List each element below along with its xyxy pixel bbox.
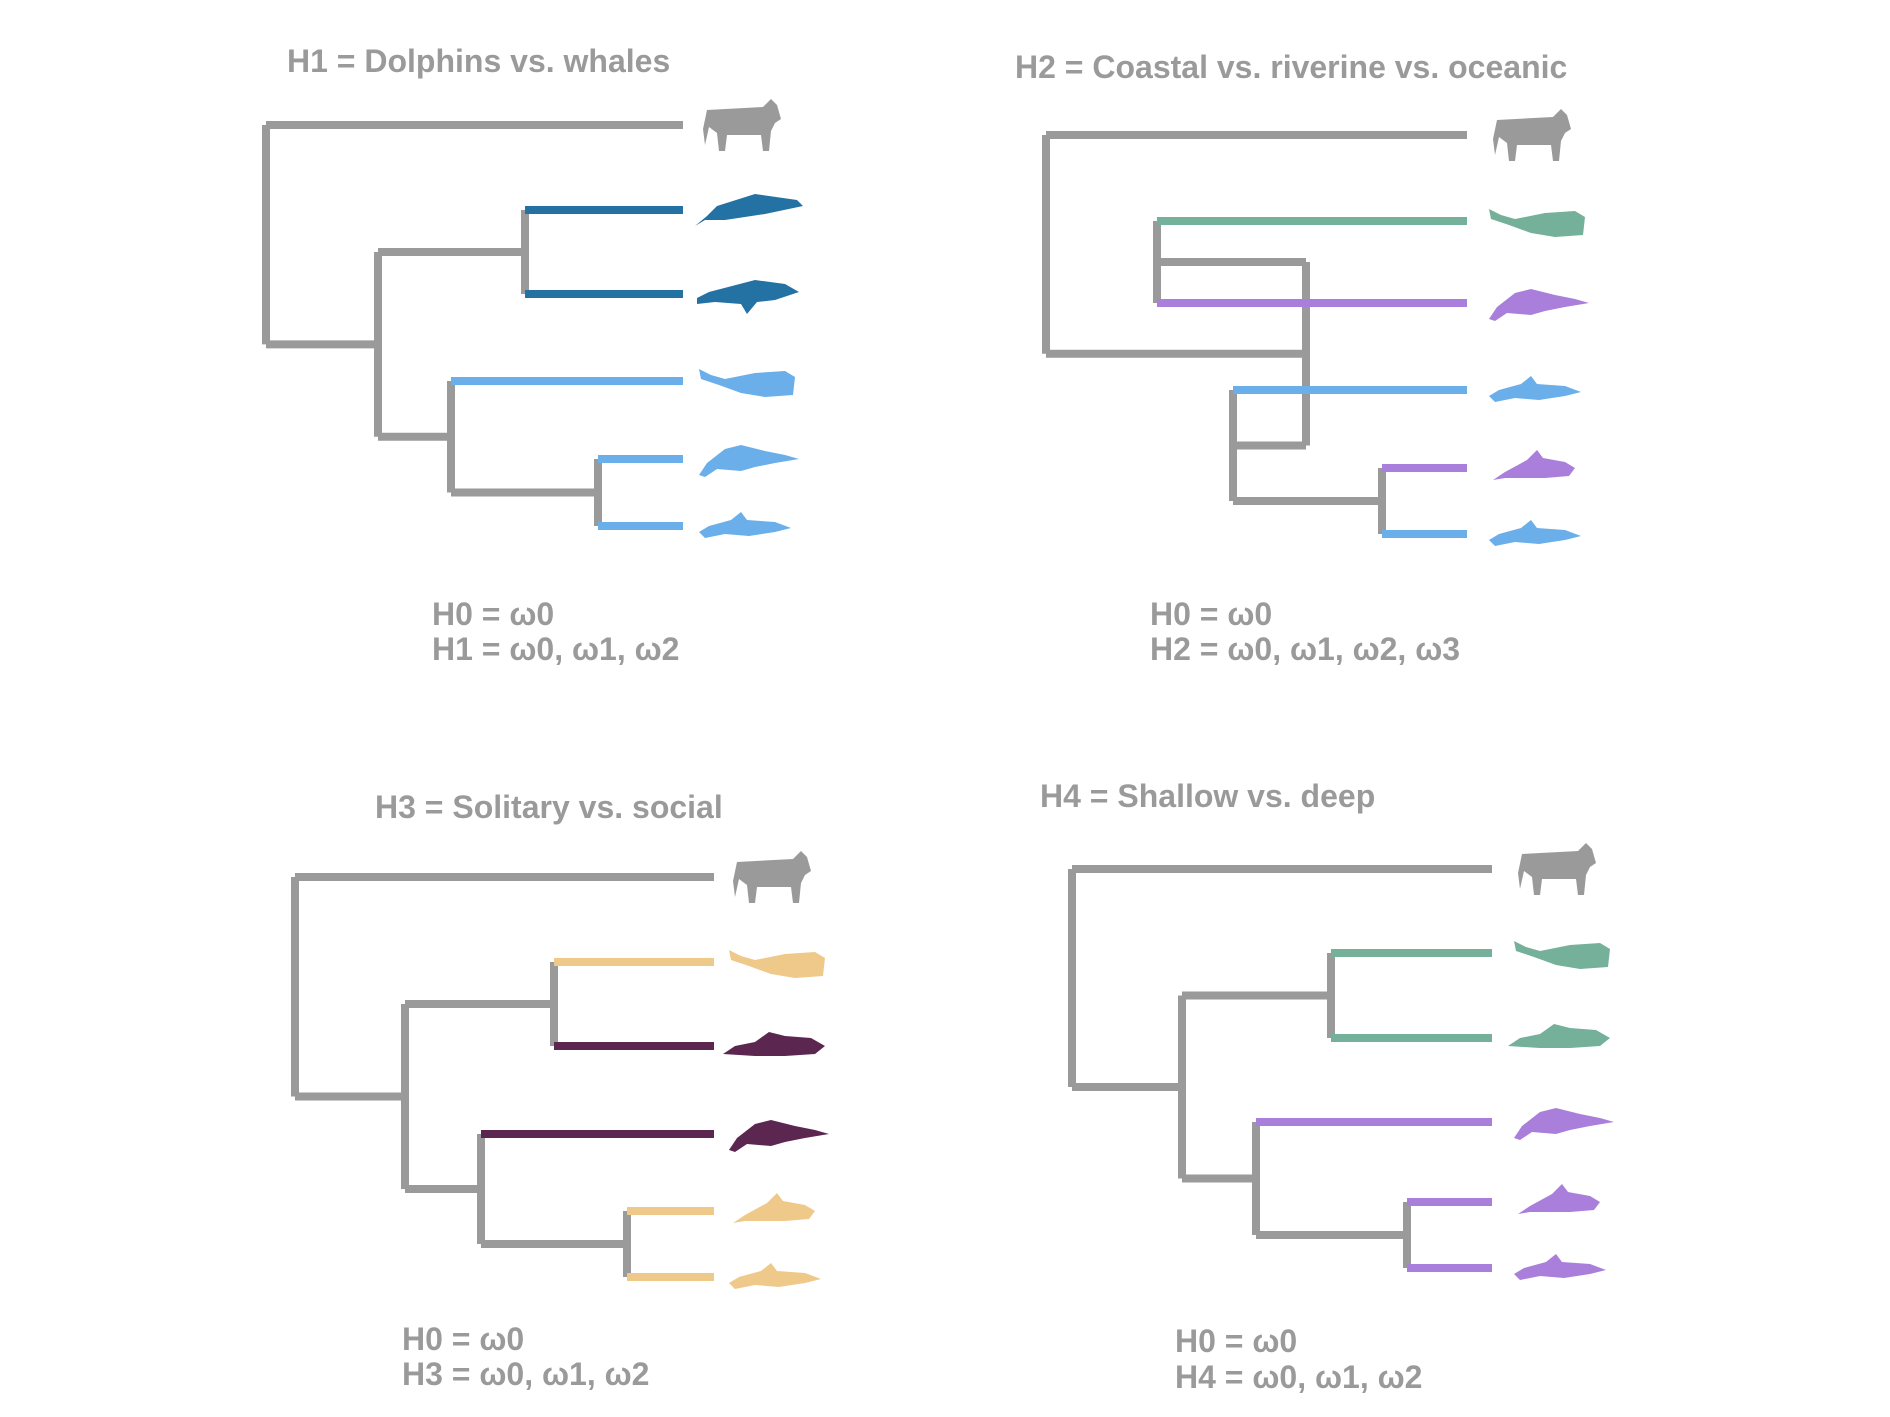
beaked-whale-icon	[1508, 1024, 1610, 1048]
panel-3-null-hypothesis: H0 = ω0	[402, 1321, 524, 1357]
dolphin-icon	[699, 512, 791, 538]
dolphin-icon	[1489, 376, 1581, 402]
sperm-whale-icon	[1514, 941, 1610, 969]
beaked-whale-icon	[723, 1032, 825, 1056]
panel-4-alt-hypothesis: H4 = ω0, ω1, ω2	[1175, 1359, 1422, 1395]
cow-icon	[1518, 843, 1596, 895]
cow-icon	[703, 99, 781, 151]
panel-3-tree	[291, 851, 829, 1289]
dolphin-icon	[1514, 1254, 1606, 1280]
baleen-whale-icon	[695, 194, 803, 226]
panel-2-alt-hypothesis: H2 = ω0, ω1, ω2, ω3	[1150, 631, 1460, 667]
dolphin-icon	[729, 1263, 821, 1289]
humpback-whale-icon	[697, 280, 799, 314]
panel-4-tree	[1068, 843, 1614, 1280]
sperm-whale-icon	[699, 369, 795, 397]
river-dolphin-icon	[729, 1120, 829, 1152]
porpoise-icon	[1493, 450, 1575, 480]
panel-3-title: H3 = Solitary vs. social	[375, 789, 723, 825]
panel-1-title: H1 = Dolphins vs. whales	[287, 43, 670, 79]
panel-2-tree	[1042, 109, 1589, 546]
river-dolphin-icon	[699, 445, 799, 477]
panel-1-alt-hypothesis: H1 = ω0, ω1, ω2	[432, 631, 679, 667]
panel-2-title: H2 = Coastal vs. riverine vs. oceanic	[1015, 49, 1567, 85]
cow-icon	[1493, 109, 1571, 161]
porpoise-icon	[1518, 1184, 1600, 1214]
panel-2-null-hypothesis: H0 = ω0	[1150, 596, 1272, 632]
panel-3-alt-hypothesis: H3 = ω0, ω1, ω2	[402, 1356, 649, 1392]
river-dolphin-icon	[1489, 289, 1589, 321]
cow-icon	[733, 851, 811, 903]
dolphin-icon	[1489, 520, 1581, 546]
phylogenetic-trees	[262, 99, 1614, 1289]
panel-1-tree	[262, 99, 803, 538]
panel-1-null-hypothesis: H0 = ω0	[432, 596, 554, 632]
porpoise-icon	[733, 1193, 815, 1223]
sperm-whale-icon	[729, 950, 825, 978]
river-dolphin-icon	[1514, 1108, 1614, 1140]
panel-4-title: H4 = Shallow vs. deep	[1040, 778, 1375, 814]
panel-4-null-hypothesis: H0 = ω0	[1175, 1323, 1297, 1359]
sperm-whale-icon	[1489, 209, 1585, 237]
